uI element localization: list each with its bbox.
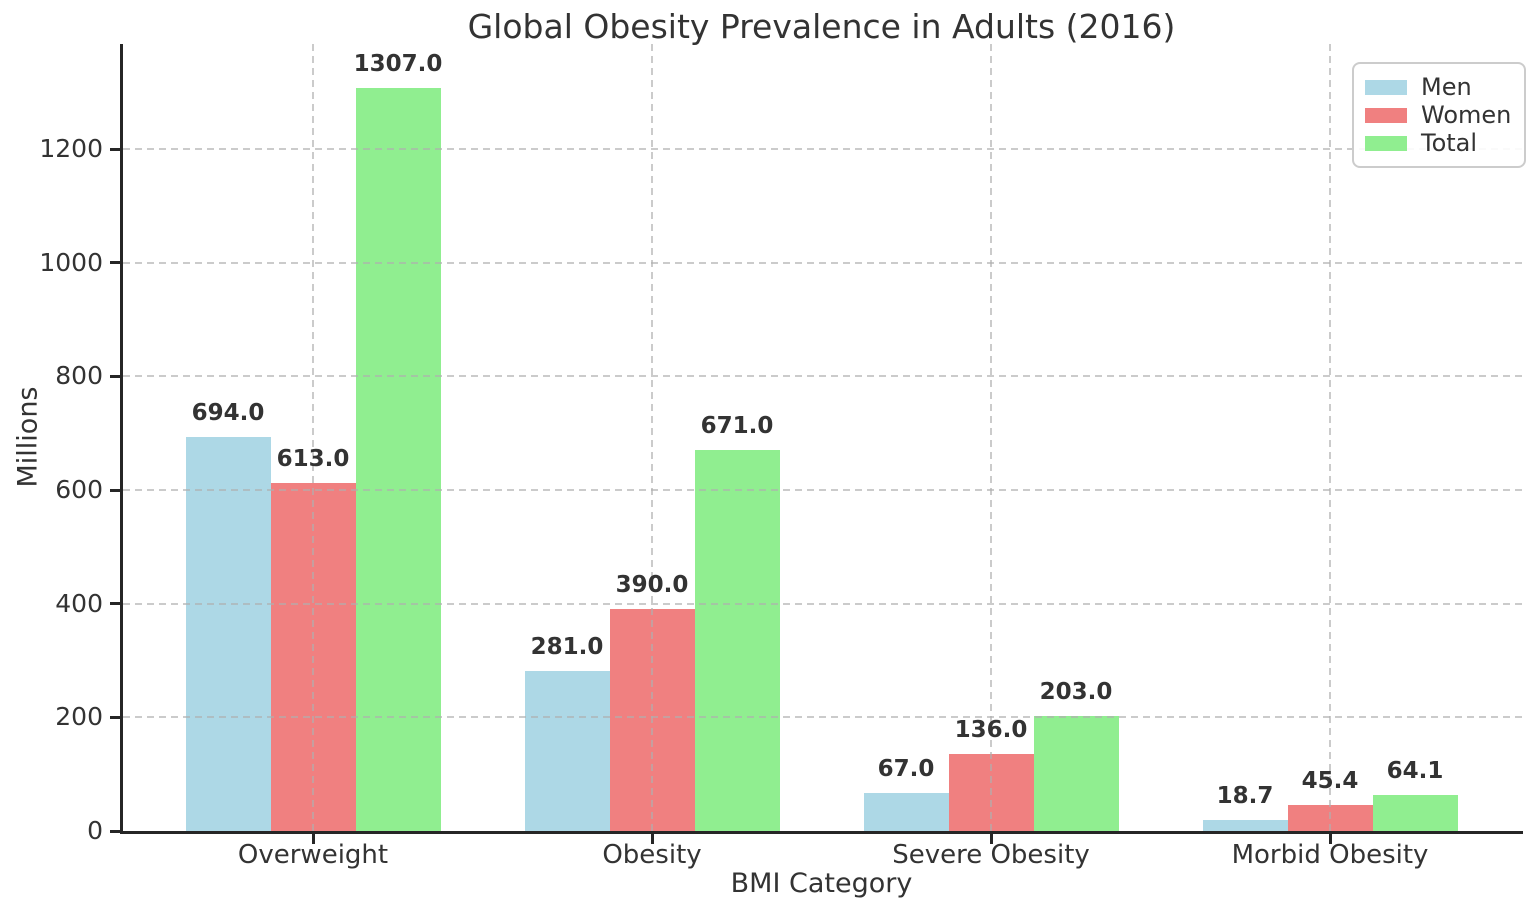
gridline-x-obesity bbox=[651, 44, 653, 831]
y-tick-label-400: 400 bbox=[55, 588, 103, 618]
x-tick-mark-severe-obesity bbox=[989, 834, 993, 844]
y-tick-mark-400 bbox=[110, 602, 120, 606]
bar-value-label-total-severe-obesity: 203.0 bbox=[1039, 678, 1113, 705]
legend-label-men: Men bbox=[1421, 73, 1472, 101]
bar-value-label-men-obesity: 281.0 bbox=[530, 634, 604, 661]
legend-label-total: Total bbox=[1421, 129, 1478, 157]
y-tick-mark-800 bbox=[110, 374, 120, 378]
gridline-y-400 bbox=[123, 602, 1523, 605]
legend-item-men: Men bbox=[1365, 74, 1511, 100]
bar-value-label-women-severe-obesity: 136.0 bbox=[954, 716, 1028, 743]
gridline-x-severe-obesity bbox=[990, 44, 992, 831]
bar-total-morbid-obesity bbox=[1372, 794, 1458, 831]
y-tick-label-200: 200 bbox=[55, 702, 103, 732]
bar-value-label-total-morbid-obesity: 64.1 bbox=[1386, 757, 1444, 784]
y-tick-label-800: 800 bbox=[55, 361, 103, 391]
bar-total-overweight bbox=[355, 88, 441, 831]
gridline-y-1200 bbox=[123, 148, 1523, 151]
y-tick-mark-600 bbox=[110, 488, 120, 492]
y-tick-label-600: 600 bbox=[55, 475, 103, 505]
y-tick-mark-200 bbox=[110, 715, 120, 719]
x-tick-label-obesity: Obesity bbox=[602, 840, 702, 870]
bar-men-obesity bbox=[524, 671, 610, 831]
x-axis-title: BMI Category bbox=[730, 868, 913, 899]
gridline-x-overweight bbox=[312, 44, 314, 831]
bar-value-label-men-severe-obesity: 67.0 bbox=[877, 755, 935, 782]
chart-title: Global Obesity Prevalence in Adults (201… bbox=[467, 7, 1176, 46]
gridline-x-morbid-obesity bbox=[1329, 44, 1331, 831]
gridline-y-600 bbox=[123, 489, 1523, 492]
x-tick-label-morbid-obesity: Morbid Obesity bbox=[1231, 840, 1429, 870]
x-tick-mark-obesity bbox=[650, 834, 654, 844]
bar-value-label-women-overweight: 613.0 bbox=[276, 445, 350, 472]
y-tick-mark-1000 bbox=[110, 261, 120, 265]
legend-swatch-total bbox=[1365, 135, 1407, 151]
legend-item-women: Women bbox=[1365, 102, 1511, 128]
legend-label-women: Women bbox=[1421, 101, 1512, 129]
x-tick-mark-morbid-obesity bbox=[1328, 834, 1332, 844]
bar-value-label-women-obesity: 390.0 bbox=[615, 572, 689, 599]
bar-value-label-men-morbid-obesity: 18.7 bbox=[1216, 783, 1274, 810]
y-tick-mark-1200 bbox=[110, 147, 120, 151]
bar-value-label-total-overweight: 1307.0 bbox=[353, 51, 443, 78]
legend-swatch-men bbox=[1365, 79, 1407, 95]
y-tick-label-0: 0 bbox=[87, 816, 103, 845]
y-tick-label-1000: 1000 bbox=[39, 247, 103, 277]
bar-men-severe-obesity bbox=[863, 792, 949, 831]
legend: Men Women Total bbox=[1352, 62, 1527, 168]
bar-value-label-women-morbid-obesity: 45.4 bbox=[1301, 768, 1359, 795]
y-tick-label-1200: 1200 bbox=[39, 134, 103, 164]
bar-value-label-total-obesity: 671.0 bbox=[700, 412, 774, 439]
plot-area: 694.0 281.0 67.0 18.7 613.0 390.0 136.0 45.4 130… bbox=[39, 44, 1523, 870]
gridline-y-1000 bbox=[123, 261, 1523, 264]
x-tick-label-overweight: Overweight bbox=[237, 840, 389, 870]
bar-total-obesity bbox=[694, 449, 780, 831]
legend-swatch-women bbox=[1365, 107, 1407, 123]
y-tick-mark-0 bbox=[110, 829, 120, 833]
legend-item-total: Total bbox=[1365, 130, 1511, 156]
y-axis-title: Millions bbox=[12, 386, 44, 488]
gridline-y-800 bbox=[123, 375, 1523, 378]
bar-men-overweight bbox=[185, 436, 271, 831]
x-tick-label-severe-obesity: Severe Obesity bbox=[892, 840, 1090, 870]
x-tick-mark-overweight bbox=[311, 834, 315, 844]
bar-value-label-men-overweight: 694.0 bbox=[191, 399, 265, 426]
bar-total-severe-obesity bbox=[1033, 715, 1119, 831]
gridline-y-200 bbox=[123, 716, 1523, 719]
bar-men-morbid-obesity bbox=[1202, 820, 1288, 831]
